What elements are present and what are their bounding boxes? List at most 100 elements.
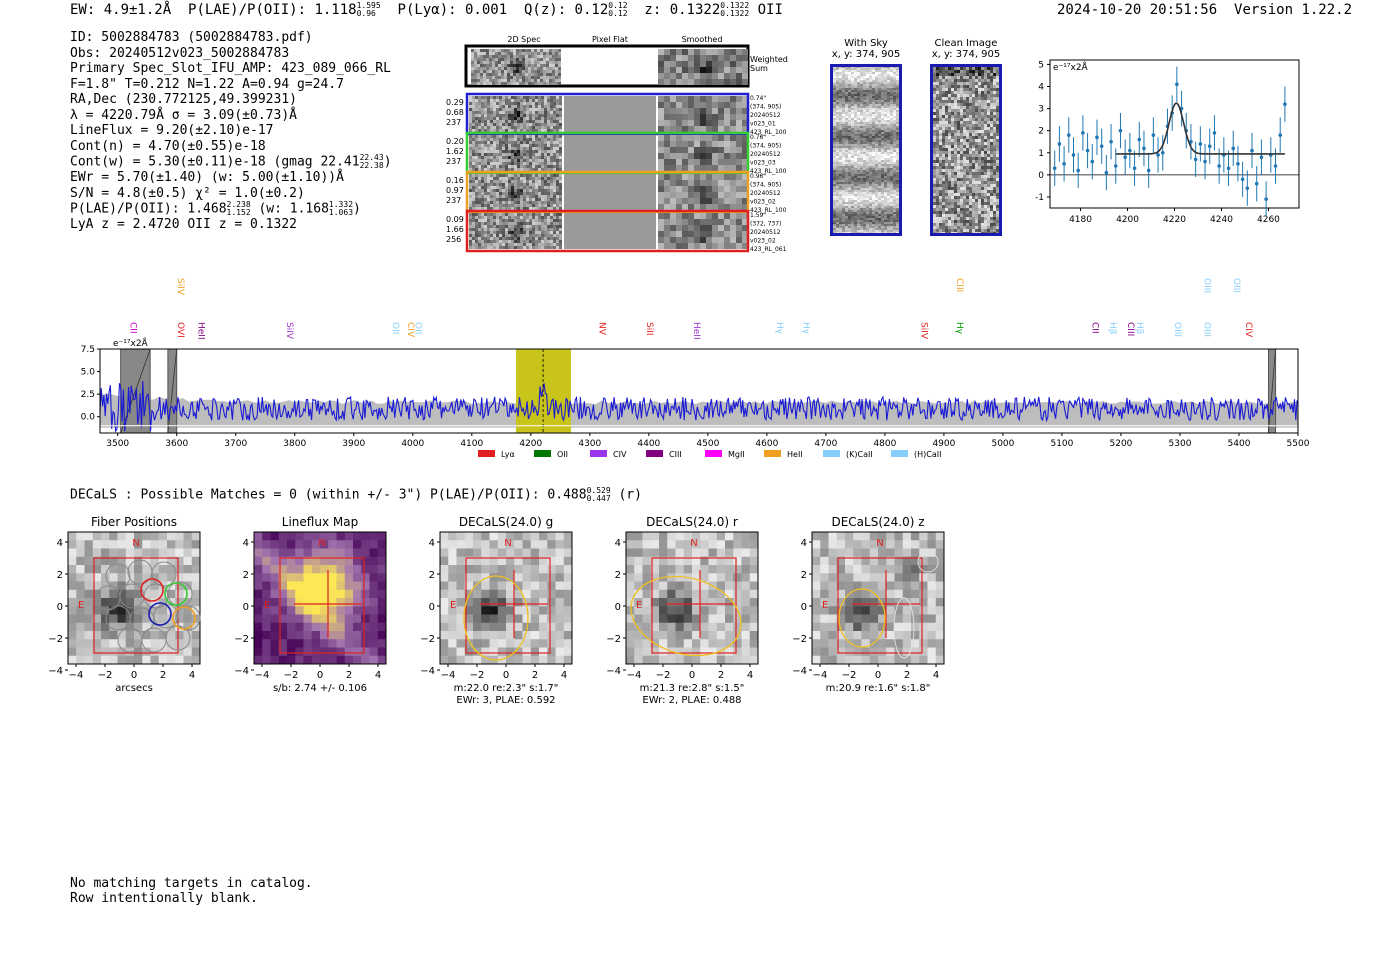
data-point: [1095, 135, 1099, 140]
aperture-box: [279, 557, 365, 654]
panel-title: Lineflux Map: [282, 515, 358, 529]
y-tick-label: 4: [243, 538, 249, 549]
decals-summary-band: (r): [618, 487, 642, 503]
masked-hatch: [1268, 348, 1276, 434]
x-tick-label: 4100: [460, 439, 483, 449]
info-gmag-hi: 22.43: [359, 153, 384, 162]
data-point: [1104, 170, 1109, 175]
line-label: Hγ: [800, 322, 810, 335]
panel-title: DECaLS(24.0) z: [831, 515, 924, 529]
cutout-row-value: 237: [446, 118, 461, 127]
line-label-text: SiII: [644, 322, 654, 336]
x-tick-label: 5500: [1287, 439, 1310, 449]
line-label-text: OII: [390, 322, 400, 334]
clean-image-header: Clean Image x, y: 374, 905: [926, 38, 1006, 60]
detection-info: ID: 5002884783 (5002884783.pdf) Obs: 202…: [70, 30, 392, 233]
header-plae-lo: 0.96: [356, 9, 376, 18]
sum-label: Sum: [750, 64, 768, 73]
x-tick-label: 4700: [814, 439, 837, 449]
header-qz-lo: 0.12: [608, 9, 628, 18]
cutout-row-value: 256: [446, 235, 461, 244]
decals-summary: DECaLS : Possible Matches = 0 (within +/…: [70, 487, 642, 503]
header-z-hi: 0.1322: [720, 1, 750, 10]
decals-summary-text: DECaLS : Possible Matches = 0 (within +/…: [70, 487, 587, 503]
north-label: N: [690, 538, 697, 549]
data-point: [1090, 159, 1095, 164]
y-tick-label: -1: [1035, 193, 1044, 203]
with-sky-image: [830, 64, 902, 236]
line-label-text: Hβ: [1134, 322, 1144, 335]
y-tick-label: −2: [606, 634, 621, 645]
data-point: [1057, 142, 1062, 146]
data-point: [1066, 133, 1071, 137]
data-point: [1146, 168, 1151, 173]
pixel-flat-cell: [564, 174, 656, 210]
legend-label: (H)CaII: [914, 450, 941, 459]
info-contw-text: Cont(w) = 5.30(±0.11)e-18 (gmag 22.41: [70, 154, 360, 170]
line-label-text: OIII: [1172, 322, 1182, 337]
x-tick-label: 4180: [1069, 215, 1092, 225]
line-label-text: OIII: [1202, 278, 1212, 293]
fit-unit-label: e⁻¹⁷x2Å: [1053, 61, 1089, 73]
image-panel: Fiber Positions N E −4 −2 0 2 4 4 2 0 −2 −4 arcsecs: [48, 515, 201, 694]
cutout-row-meta: (374, 905): [750, 104, 781, 111]
data-point: [1071, 153, 1076, 157]
header-plya: P(Lyα): 0.001: [397, 2, 508, 18]
line-label-text: CIV: [405, 322, 415, 338]
neighbor-ellipse: [893, 597, 915, 659]
col-header-pixelflat: Pixel Flat: [592, 35, 628, 44]
decals-summary-hi: 0.529: [586, 486, 611, 495]
east-label: E: [450, 600, 456, 611]
y-tick-label: 4: [57, 538, 63, 549]
line-label-text: SiIV: [175, 278, 185, 296]
east-label: E: [636, 600, 642, 611]
x-tick-label: 4: [189, 670, 195, 681]
cutout-row-meta: 1.59": [750, 212, 766, 219]
x-tick-label: 4200: [1116, 215, 1139, 225]
cutout-row-value: 237: [446, 157, 461, 166]
x-tick-label: 4300: [578, 439, 601, 449]
cutout-row-value: 0.09: [446, 215, 464, 224]
line-label: Hγ: [954, 322, 964, 335]
source-ellipse: [463, 575, 529, 661]
data-point: [1226, 166, 1231, 171]
cutout-row-meta: 0.76": [750, 134, 766, 141]
cutout-row-value: 0.16: [446, 176, 464, 185]
x-tick-label: 4600: [755, 439, 778, 449]
x-tick-label: 4: [375, 670, 381, 681]
x-tick-label: 3500: [106, 439, 129, 449]
imaging-panels: Fiber Positions N E −4 −2 0 2 4 4 2 0 −2 −4 arcsecs Li…: [48, 515, 945, 706]
aperture-box: [651, 557, 737, 654]
cutout-row-meta: 0.74": [750, 95, 766, 102]
panel-caption: s/b: 2.74 +/- 0.106: [273, 683, 367, 694]
x-tick-label: 3700: [224, 439, 247, 449]
fiber-circle: [129, 607, 155, 633]
legend-swatch: [764, 450, 781, 457]
version: Version 1.22.2: [1234, 2, 1353, 18]
spectrum-frame: [99, 348, 1299, 434]
pixel-flat-cell: [564, 96, 656, 132]
data-point: [1198, 142, 1203, 146]
data-point: [1250, 148, 1254, 153]
fiber-circle: [105, 563, 131, 589]
y-tick-label: −2: [48, 634, 63, 645]
cutout-row-meta: 20240512: [750, 190, 781, 197]
data-point: [1052, 166, 1057, 171]
line-label-text: Hγ: [774, 322, 784, 335]
legend-label: HeII: [787, 450, 803, 459]
info-primary: Primary Spec_Slot_IFU_AMP: 423_089_066_R…: [70, 61, 391, 76]
x-tick-label: −2: [98, 670, 113, 681]
fiber-circle: [165, 625, 191, 651]
data-point: [1207, 144, 1212, 148]
x-tick-label: 0: [317, 670, 323, 681]
header-plae-hi: 1.595: [356, 1, 381, 10]
cutout-row-meta: 423_RL_100: [750, 129, 787, 136]
header-z-lo: 0.1322: [720, 9, 750, 18]
line-label: OVI: [175, 322, 185, 338]
y-tick-label: 4: [801, 538, 807, 549]
header-qz: Q(z): 0.12: [523, 2, 609, 18]
data-point: [1278, 133, 1283, 137]
col-header-smoothed: Smoothed: [682, 35, 723, 44]
